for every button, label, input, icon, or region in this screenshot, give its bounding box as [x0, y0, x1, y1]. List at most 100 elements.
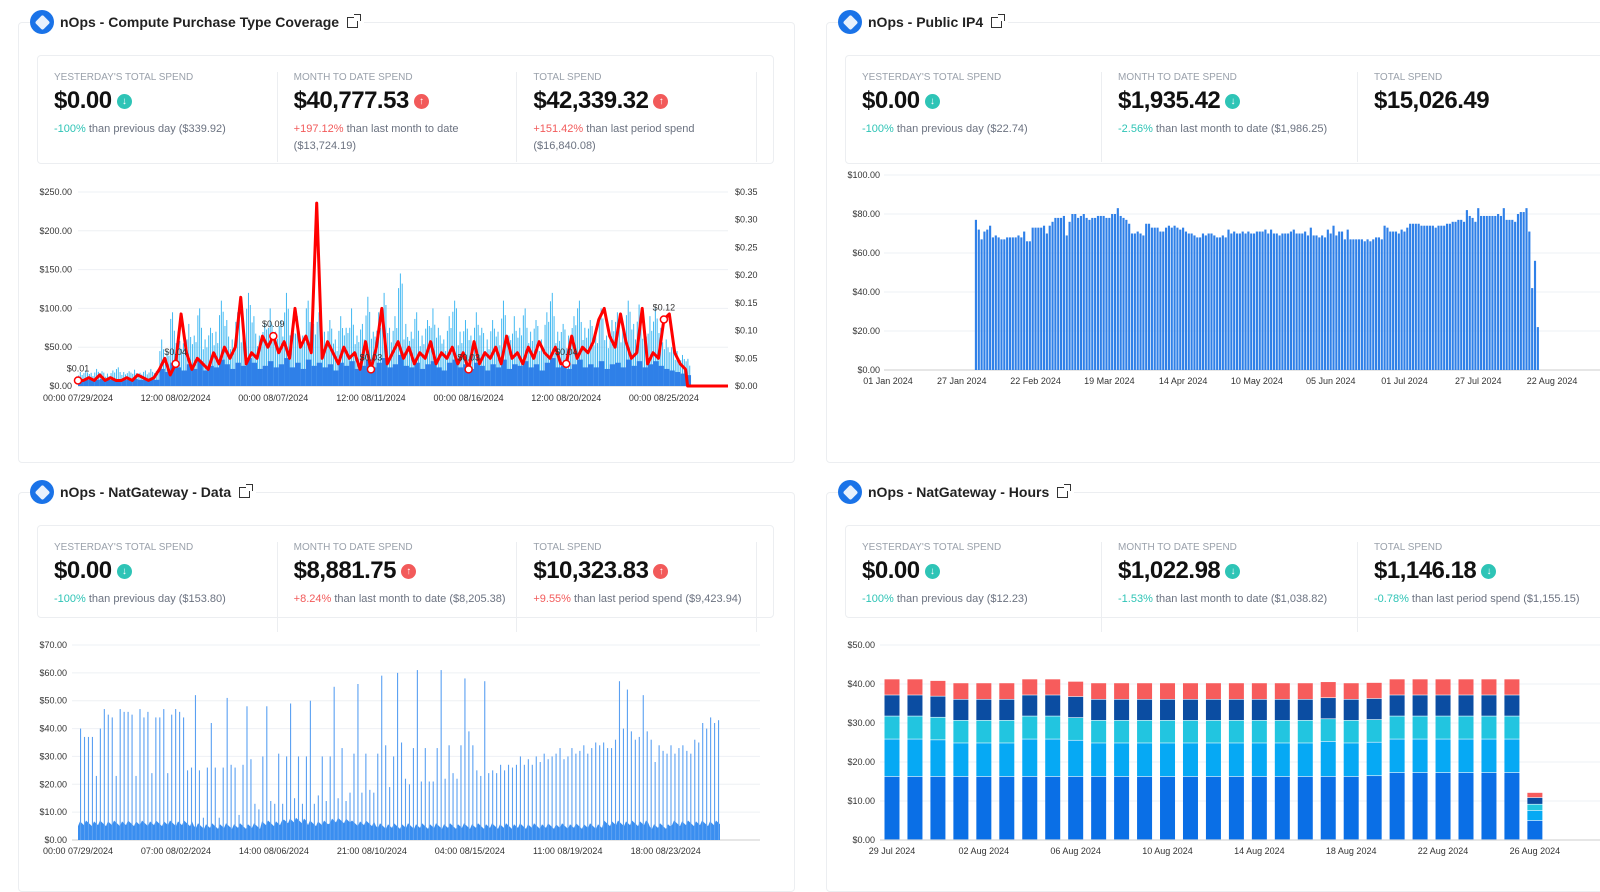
bar-spike — [293, 798, 296, 840]
stat-amount: $0.00 — [862, 87, 920, 114]
stacked-bar-segment — [1435, 772, 1451, 840]
bar-base — [186, 364, 192, 386]
bar — [977, 229, 980, 370]
y-tick-label: $100.00 — [39, 303, 72, 313]
bar-base — [257, 368, 263, 386]
bar-spike — [519, 756, 521, 840]
bar-base — [137, 379, 144, 386]
bar-total — [620, 342, 622, 386]
bar-spike — [274, 803, 276, 840]
stacked-bar-segment — [999, 776, 1015, 840]
bar-spike — [682, 745, 684, 840]
stacked-bar-segment — [1320, 719, 1336, 742]
bar — [1051, 221, 1054, 370]
stacked-bar-segment — [1320, 741, 1336, 777]
bar — [1451, 221, 1454, 370]
bar-total — [264, 323, 266, 386]
bar-total — [660, 327, 662, 386]
line-series-red — [78, 201, 728, 388]
bar — [1505, 219, 1508, 370]
bar-spike — [404, 778, 407, 840]
external-link-icon[interactable] — [347, 13, 362, 28]
panel-title-text[interactable]: nOps - Public IP4 — [868, 14, 984, 30]
stacked-bar-segment — [999, 683, 1015, 699]
stacked-bar-segment — [1068, 717, 1084, 740]
stacked-bar-segment — [1205, 776, 1221, 840]
bar-total — [164, 357, 166, 386]
bar-total — [325, 343, 327, 386]
stacked-bar-segment — [1527, 804, 1543, 811]
x-tick-label: 04:00 08/15/2024 — [435, 846, 505, 856]
bar — [1375, 237, 1378, 370]
nops-logo-icon — [838, 10, 862, 34]
bar-total — [318, 312, 320, 386]
stacked-bar-segment — [953, 683, 969, 699]
stat-card: TOTAL SPEND $1,146.18 ↓ -0.78% than last pe… — [1374, 542, 1600, 632]
stacked-bar-segment — [1481, 716, 1497, 739]
bar-total — [542, 349, 544, 386]
bar-base — [126, 379, 133, 386]
panel-title-text[interactable]: nOps - NatGateway - Hours — [868, 484, 1050, 500]
bar-total — [313, 323, 315, 386]
bar — [1394, 231, 1398, 370]
bar-total — [399, 273, 401, 386]
bar-spike — [115, 775, 117, 840]
bar — [1287, 233, 1290, 370]
panel-title-text[interactable]: nOps - NatGateway - Data — [60, 484, 232, 500]
external-link-icon[interactable] — [1057, 483, 1072, 498]
stacked-bar-segment — [1527, 792, 1543, 798]
bar-spike — [91, 736, 93, 840]
panel-title-text[interactable]: nOps - Compute Purchase Type Coverage — [60, 14, 340, 30]
bar-total — [680, 360, 682, 386]
stat-label: YESTERDAY'S TOTAL SPEND — [54, 72, 194, 83]
stacked-bar-segment — [1527, 820, 1543, 840]
stacked-bar-segment — [1343, 720, 1359, 743]
bar-base — [224, 364, 230, 386]
data-point-label: $0.01 — [67, 363, 90, 373]
bar-spike — [393, 756, 395, 840]
bar-spike — [119, 709, 121, 840]
bar — [1315, 235, 1318, 370]
stats-summary: YESTERDAY'S TOTAL SPEND $0.00 ↓ -100% than … — [845, 525, 1600, 632]
bar-total — [439, 335, 441, 386]
bar-spike — [95, 775, 97, 840]
bar-spike — [83, 736, 86, 840]
bar-spike — [309, 700, 311, 840]
bar — [1193, 235, 1196, 370]
bar-total — [539, 351, 541, 386]
bar-base — [327, 364, 333, 386]
bar — [1304, 231, 1307, 370]
bar — [1227, 229, 1230, 370]
bar-total — [596, 343, 598, 386]
bar-spike — [234, 767, 236, 840]
bar — [1264, 229, 1267, 370]
bar-spike — [313, 803, 315, 840]
bar-total — [314, 334, 316, 386]
bar-total — [414, 318, 416, 386]
bar-spike — [198, 770, 200, 840]
bar-total — [224, 325, 226, 386]
external-link-icon[interactable] — [239, 483, 254, 498]
x-tick-label: 18:00 08/23/2024 — [631, 846, 701, 856]
stacked-bar-segment — [1320, 776, 1336, 840]
bar — [1335, 235, 1338, 370]
bar-base — [191, 368, 198, 386]
bar-spike — [718, 720, 720, 840]
bar-total — [493, 328, 495, 386]
bar-total — [564, 329, 566, 386]
bar-total — [654, 308, 656, 386]
bar — [1153, 227, 1156, 370]
external-link-icon[interactable] — [991, 13, 1006, 28]
bar-spike — [511, 767, 514, 840]
stacked-bar-segment — [999, 743, 1015, 777]
x-tick-label: 00:00 08/07/2024 — [238, 393, 308, 403]
bar-total — [220, 300, 222, 386]
y-tick-label: $50.00 — [39, 696, 67, 706]
bar-base — [284, 358, 290, 386]
stacked-bar-segment — [907, 739, 923, 777]
bar-total — [512, 333, 514, 386]
x-tick-label: 18 Aug 2024 — [1326, 846, 1377, 856]
bar — [1074, 214, 1077, 370]
stacked-bar-segment — [1205, 699, 1221, 721]
bar-spike — [515, 764, 518, 840]
